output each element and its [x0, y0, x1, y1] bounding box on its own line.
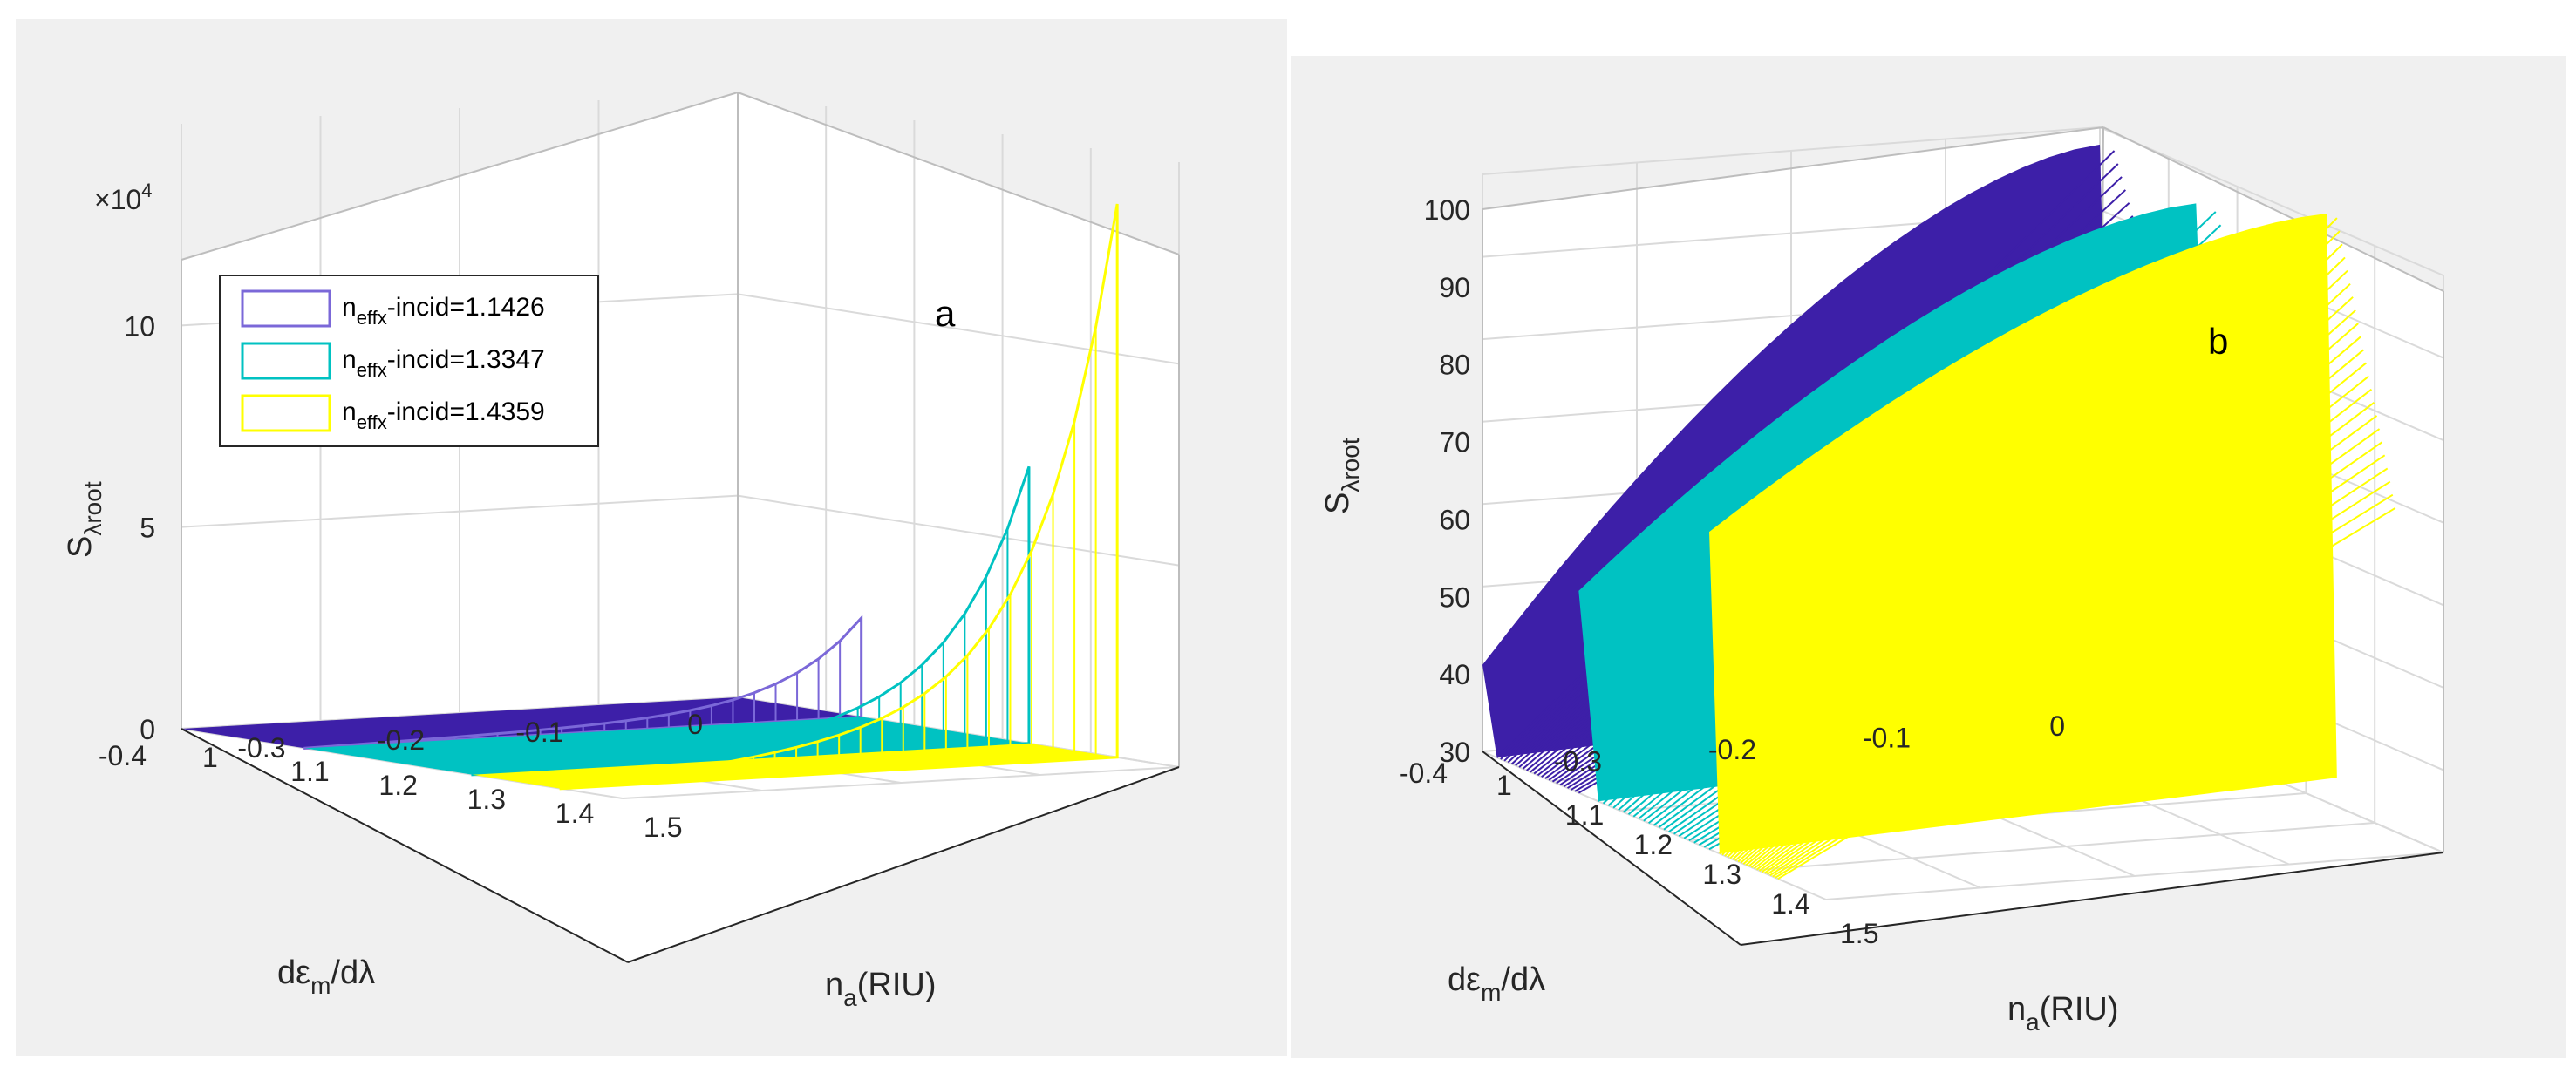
x-tick-label: 1.5: [644, 812, 682, 843]
legend-swatch-1: [241, 289, 331, 328]
z-tick-label: 40: [1439, 659, 1470, 690]
y-tick-label: 0: [687, 709, 703, 740]
y-tick-label: -0.3: [237, 732, 285, 764]
y-tick-label: 0: [2049, 710, 2065, 742]
x-tick-label: 1.1: [290, 756, 329, 787]
surface-mesh-line: [1719, 217, 2338, 854]
grid-line: [2099, 126, 2444, 276]
surface-mesh-line: [1742, 336, 2361, 865]
legend-swatch-3: [241, 394, 331, 432]
surface-mesh-line: [1721, 230, 2341, 856]
x-tick-label: 1.5: [1840, 918, 1878, 949]
legend-entry-1: neffx-incid=1.1426: [342, 293, 545, 329]
surface-mesh-line: [1750, 375, 2370, 868]
grid-line: [737, 494, 1180, 567]
surface-mesh-line: [1729, 269, 2348, 859]
z-tick-label: 100: [1424, 194, 1470, 226]
y-tick-label: -0.2: [377, 724, 425, 756]
y-tick-label: -0.4: [99, 740, 147, 771]
surface-ridge-outline: [559, 203, 1119, 791]
surface-mesh-line: [1748, 362, 2367, 867]
surface-mesh-line: [1745, 349, 2364, 866]
panel-b-ylabel: dεm/dλ: [1448, 961, 1545, 1006]
surface-mesh-line: [1775, 493, 2394, 879]
surface-mesh-line: [1755, 402, 2375, 871]
z-tick-label: 5: [140, 513, 155, 544]
x-tick-label: 1.4: [1771, 888, 1809, 920]
surface-mesh-line: [1767, 454, 2386, 875]
panel-a-ticks: 0 5 10 0 -0.1 -0.2 -0.3 -0.4 1 1.1 1.2 1.3 1.4 1.5: [99, 310, 703, 843]
surface-mesh-line: [1737, 309, 2356, 863]
surface-ridge-outline: [471, 465, 1031, 777]
legend-entry-2: neffx-incid=1.3347: [342, 345, 545, 381]
y-tick-label: -0.4: [1400, 757, 1448, 789]
legend-swatch-2: [241, 342, 331, 380]
surface-mesh-line: [1758, 415, 2378, 872]
z-tick-label: 10: [124, 310, 155, 342]
z-tick-label: 0: [140, 714, 155, 745]
x-tick-label: 1.3: [467, 784, 506, 815]
surface-series-3: [472, 203, 1119, 791]
z-tick-label: 30: [1439, 737, 1470, 768]
surface-mesh-line: [1764, 441, 2383, 874]
legend-entry-3: neffx-incid=1.4359: [342, 397, 545, 433]
z-tick-label: 90: [1439, 272, 1470, 303]
panel-a-zlabel: Sλroot: [62, 481, 106, 558]
x-tick-label: 1.3: [1702, 859, 1741, 890]
panel-a-surfaces: [181, 203, 1119, 791]
panel-a-legend: neffx-incid=1.1426 neffx-incid=1.3347 ne…: [219, 275, 599, 447]
x-tick-label: 1.4: [555, 798, 594, 829]
panel-a-box-edges: [181, 92, 1180, 767]
panel-b-ticks: 30 40 50 60 70 80 90 100 0 -0.1 -0.2 -0.3 -0.4 1 1.1 1.…: [1400, 194, 2065, 949]
surface-mesh-line: [1732, 282, 2351, 860]
surface-mesh-line: [1727, 256, 2346, 858]
panel-a-axis-lines: [181, 728, 1180, 963]
panel-b: 30 40 50 60 70 80 90 100 0 -0.1 -0.2 -0.3 -0.4 1 1.1 1.…: [1291, 56, 2566, 1058]
panel-b-zlabel: Sλroot: [1319, 438, 1364, 514]
panel-a-xlabel: na(RIU): [825, 967, 936, 1011]
x-tick-label: 1.2: [1634, 829, 1673, 860]
x-tick-label: 1.2: [378, 770, 417, 801]
surface-mesh-line: [1769, 467, 2389, 877]
z-tick-label: 50: [1439, 581, 1470, 613]
panel-b-xlabel: na(RIU): [2007, 991, 2118, 1036]
panel-b-axis-lines: [1482, 751, 2444, 946]
panel-a: 0 5 10 0 -0.1 -0.2 -0.3 -0.4 1 1.1 1.2 1.3 1.4 1.5 ×1…: [16, 19, 1287, 1056]
surface-mesh-line: [1761, 428, 2381, 873]
surface-mesh-line: [1740, 323, 2359, 864]
surface-sheet: [1709, 213, 2337, 854]
x-tick-label: 1: [202, 742, 218, 773]
x-tick-label: 1.1: [1565, 799, 1604, 831]
surface-mesh-line: [1777, 506, 2396, 880]
panel-a-back-wall-right: [738, 92, 1179, 767]
z-tick-label: 60: [1439, 504, 1470, 535]
y-tick-label: -0.3: [1554, 746, 1602, 778]
y-tick-label: -0.1: [515, 717, 563, 748]
x-tick-label: 1: [1496, 770, 1512, 801]
panel-b-letter: b: [2208, 321, 2228, 362]
surface-mesh-line: [1772, 480, 2391, 878]
panel-a-ylabel: dεm/dλ: [277, 954, 375, 999]
panel-a-letter: a: [935, 293, 956, 334]
panel-a-exponent: ×104: [94, 180, 153, 215]
panel-b-surfaces: [1482, 144, 2396, 880]
z-tick-label: 80: [1439, 350, 1470, 381]
surface-ridge-outline: [303, 615, 863, 750]
surface-series-3: [1709, 213, 2396, 880]
grid-line: [737, 293, 1180, 365]
surface-mesh-line: [1753, 388, 2373, 870]
surface-mesh-line: [1734, 296, 2354, 861]
surface-mesh-line: [1724, 243, 2343, 857]
y-tick-label: -0.2: [1708, 734, 1756, 765]
z-tick-label: 70: [1439, 427, 1470, 458]
y-tick-label: -0.1: [1863, 723, 1911, 754]
surface-series-1: [181, 615, 863, 750]
